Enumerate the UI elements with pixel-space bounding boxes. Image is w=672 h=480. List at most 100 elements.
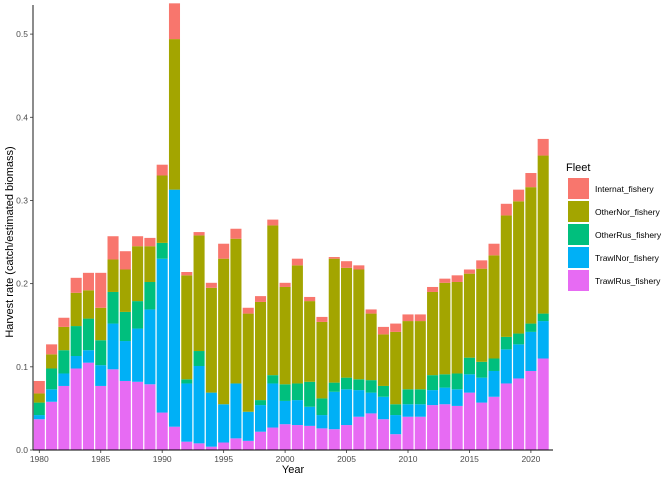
x-tick-label: 2015: [460, 454, 479, 464]
bar-TrawlNor_fishery-1982: [58, 373, 70, 386]
bar-OtherNor_fishery-2012: [427, 291, 439, 376]
bar-OtherRus_fishery-2006: [353, 379, 365, 391]
bar-TrawlRus_fishery-2020: [525, 370, 537, 450]
bar-TrawlNor_fishery-2004: [328, 391, 340, 430]
bar-TrawlRus_fishery-1982: [58, 385, 70, 450]
bar-TrawlRus_fishery-2003: [316, 428, 328, 450]
bar-TrawlRus_fishery-2011: [414, 416, 426, 450]
bar-TrawlNor_fishery-1993: [193, 365, 205, 444]
bar-TrawlNor_fishery-2012: [427, 390, 439, 406]
legend-label-Internat_fishery: Internat_fishery: [595, 184, 654, 194]
bar-TrawlRus_fishery-2010: [402, 416, 414, 450]
bar-OtherRus_fishery-2003: [316, 398, 328, 416]
bar-TrawlRus_fishery-2014: [451, 405, 463, 450]
bar-OtherNor_fishery-1992: [181, 275, 193, 380]
bar-OtherNor_fishery-2013: [439, 282, 451, 375]
bar-OtherRus_fishery-1988: [132, 301, 144, 329]
bar-OtherNor_fishery-2018: [500, 215, 512, 337]
bar-OtherNor_fishery-1997: [242, 313, 254, 412]
bar-TrawlRus_fishery-2002: [304, 425, 316, 450]
bar-OtherNor_fishery-2021: [537, 155, 549, 314]
bar-TrawlRus_fishery-1997: [242, 440, 254, 450]
y-tick-label: 0.3: [16, 195, 28, 205]
bar-TrawlRus_fishery-2018: [500, 383, 512, 450]
bar-Internat_fishery-2007: [365, 309, 377, 314]
bar-OtherRus_fishery-2017: [488, 358, 500, 371]
bar-TrawlNor_fishery-2008: [377, 396, 389, 420]
bar-OtherNor_fishery-1989: [144, 246, 156, 282]
bar-OtherRus_fishery-1981: [46, 368, 58, 390]
bar-OtherRus_fishery-2005: [341, 377, 353, 390]
legend: Fleet Internat_fishery OtherNor_fishery Oth…: [566, 162, 662, 291]
bar-TrawlNor_fishery-2013: [439, 387, 451, 405]
bar-TrawlNor_fishery-2020: [525, 331, 537, 371]
bar-Internat_fishery-2021: [537, 138, 549, 156]
bar-TrawlNor_fishery-2014: [451, 389, 463, 406]
x-tick-label: 2005: [337, 454, 356, 464]
bar-TrawlNor_fishery-1983: [70, 356, 82, 369]
bar-Internat_fishery-2020: [525, 173, 537, 188]
bar-OtherRus_fishery-2001: [291, 383, 303, 401]
bar-TrawlNor_fishery-2001: [291, 400, 303, 426]
bar-Internat_fishery-1997: [242, 307, 254, 314]
bar-Internat_fishery-2016: [476, 260, 488, 269]
bar-OtherRus_fishery-1999: [267, 375, 279, 384]
axes: 0.0 0.1 0.2 0.3 0.4 0.5 1980 1985 1990 1995 2000 20…: [16, 5, 553, 464]
bar-TrawlRus_fishery-2005: [341, 425, 353, 450]
bar-TrawlNor_fishery-1989: [144, 309, 156, 385]
bar-OtherNor_fishery-1988: [132, 246, 144, 302]
x-tick-label: 1995: [214, 454, 233, 464]
bar-OtherRus_fishery-1982: [58, 350, 70, 374]
bar-OtherRus_fishery-2007: [365, 380, 377, 393]
bar-Internat_fishery-2010: [402, 314, 414, 322]
bar-Internat_fishery-2003: [316, 316, 328, 322]
bar-OtherNor_fishery-2004: [328, 258, 340, 383]
bar-OtherRus_fishery-2004: [328, 382, 340, 392]
bar-Internat_fishery-2012: [427, 286, 439, 292]
bar-OtherNor_fishery-1986: [107, 259, 119, 292]
bar-TrawlNor_fishery-1992: [181, 383, 193, 442]
bar-TrawlNor_fishery-2000: [279, 400, 291, 425]
x-tick-label: 1985: [91, 454, 110, 464]
bar-TrawlNor_fishery-1995: [218, 404, 230, 443]
bar-TrawlRus_fishery-1990: [156, 412, 168, 450]
bar-OtherRus_fishery-1983: [70, 326, 82, 357]
bar-Internat_fishery-1999: [267, 219, 279, 226]
bar-TrawlRus_fishery-1986: [107, 369, 119, 450]
legend-swatch-TrawlRus_fishery: [568, 270, 589, 291]
bar-TrawlNor_fishery-2009: [390, 415, 402, 435]
bar-TrawlNor_fishery-2003: [316, 415, 328, 429]
bar-TrawlRus_fishery-1981: [46, 401, 58, 450]
bar-TrawlNor_fishery-2021: [537, 321, 549, 359]
bar-TrawlNor_fishery-1994: [205, 392, 217, 447]
bar-Internat_fishery-1986: [107, 236, 119, 260]
bar-TrawlNor_fishery-1997: [242, 411, 254, 441]
bar-OtherNor_fishery-2011: [414, 321, 426, 390]
y-tick-label: 0.2: [16, 279, 28, 289]
bar-TrawlNor_fishery-2016: [476, 377, 488, 403]
bar-OtherNor_fishery-1982: [58, 326, 70, 351]
bar-TrawlRus_fishery-1989: [144, 384, 156, 450]
bar-OtherNor_fishery-1983: [70, 292, 82, 327]
bar-TrawlRus_fishery-1980: [33, 419, 45, 450]
legend-title: Fleet: [566, 162, 590, 174]
bar-OtherNor_fishery-2016: [476, 268, 488, 362]
bar-TrawlNor_fishery-2018: [500, 349, 512, 384]
bar-TrawlRus_fishery-1987: [119, 380, 131, 450]
bar-TrawlRus_fishery-1995: [218, 442, 230, 450]
bar-TrawlRus_fishery-1984: [82, 362, 94, 450]
bar-TrawlRus_fishery-1999: [267, 427, 279, 450]
bar-OtherRus_fishery-2002: [304, 381, 316, 407]
bar-Internat_fishery-1981: [46, 344, 58, 355]
bar-OtherRus_fishery-2013: [439, 374, 451, 388]
bar-TrawlRus_fishery-2013: [439, 404, 451, 450]
bar-TrawlRus_fishery-1996: [230, 438, 242, 450]
bar-TrawlRus_fishery-2001: [291, 425, 303, 450]
bar-OtherNor_fishery-2007: [365, 313, 377, 381]
bar-Internat_fishery-1989: [144, 237, 156, 247]
bar-Internat_fishery-2011: [414, 314, 426, 322]
legend-swatch-OtherRus_fishery: [568, 224, 589, 245]
x-tick-label: 2000: [276, 454, 295, 464]
bar-Internat_fishery-1980: [33, 380, 45, 394]
